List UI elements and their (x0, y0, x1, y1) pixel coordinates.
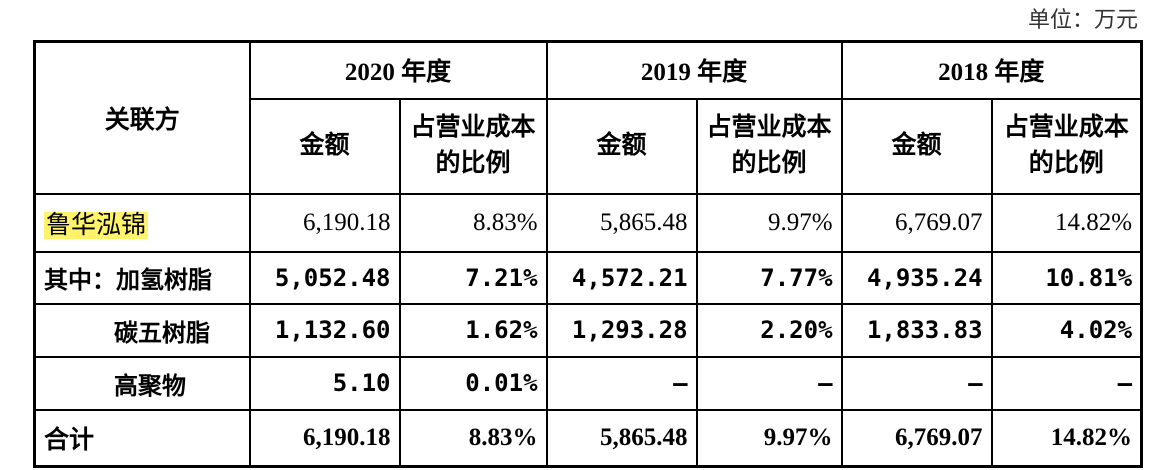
row-label-text: 其中：加氢树脂 (44, 266, 212, 294)
row-label: 碳五树脂 (33, 302, 251, 358)
subheader-row: 金额 占营业成本的比例 金额 占营业成本的比例 金额 占营业成本的比例 (35, 97, 1143, 195)
cell: 5,865.48 (545, 192, 698, 253)
cell: 6,190.18 (248, 408, 401, 468)
cell: 1,293.28 (545, 302, 698, 358)
data-row: 合计 6,190.18 8.83% 5,865.48 9.97% 6,769.07 14.8… (33, 408, 1143, 468)
cell: 5.10 (248, 355, 401, 411)
cell: 5,052.48 (248, 250, 401, 305)
row-label: 其中：加氢树脂 (33, 250, 251, 305)
cell: 8.83% (398, 408, 548, 468)
cell: 14.82% (990, 408, 1143, 468)
year-header: 2020 年度 (248, 40, 548, 100)
cell: 1,833.83 (840, 302, 993, 358)
cell: 6,769.07 (840, 408, 993, 468)
row-label: 合计 (33, 408, 251, 468)
row-label: 高聚物 (33, 355, 251, 411)
cell: 0.01% (398, 355, 548, 411)
cell: 1,132.60 (248, 302, 401, 358)
cell: 9.97% (695, 408, 843, 468)
cell: 4.02% (990, 302, 1143, 358)
cell: – (840, 355, 993, 411)
cell: 7.77% (695, 250, 843, 305)
cell: 8.83% (398, 192, 548, 253)
cell: 4,572.21 (545, 250, 698, 305)
cell: 5,865.48 (545, 408, 698, 468)
cell: 7.21% (398, 250, 548, 305)
cell: 9.97% (695, 192, 843, 253)
cell: – (545, 355, 698, 411)
row-label: 鲁华泓锦 (33, 192, 251, 253)
cell: 10.81% (990, 250, 1143, 305)
cell: 6,769.07 (840, 192, 993, 253)
data-row: 其中：加氢树脂 5,052.48 7.21% 4,572.21 7.77% 4,935.2… (33, 250, 1143, 305)
subheader: 金额 (840, 97, 993, 195)
cell: – (990, 355, 1143, 411)
year-header: 2018 年度 (840, 40, 1143, 100)
subheader: 金额 (545, 97, 698, 195)
header-row: 关联方 2020 年度 2019 年度 2018 年度 (33, 40, 1143, 195)
subheader: 金额 (248, 97, 401, 195)
data-row: 鲁华泓锦 6,190.18 8.83% 5,865.48 9.97% 6,769.07 14… (33, 192, 1143, 253)
corner-header: 关联方 (33, 40, 251, 195)
row-label-text: 合计 (44, 426, 95, 454)
data-row: 高聚物 5.10 0.01% – – – – (33, 355, 1143, 411)
cell: 14.82% (990, 192, 1143, 253)
row-label-text: 碳五树脂 (114, 318, 210, 347)
year-header: 2019 年度 (545, 40, 843, 100)
cell: – (695, 355, 843, 411)
related-party-table: 关联方 2020 年度 2019 年度 2018 年度 金额 占营业成本的比例 金额… (33, 40, 1144, 468)
cell: 4,935.24 (840, 250, 993, 305)
subheader: 占营业成本的比例 (990, 97, 1143, 195)
cell: 6,190.18 (248, 192, 401, 253)
cell: 2.20% (695, 302, 843, 358)
row-label-text: 鲁华泓锦 (44, 211, 149, 239)
subheader: 占营业成本的比例 (695, 97, 843, 195)
data-row: 碳五树脂 1,132.60 1.62% 1,293.28 2.20% 1,833.83 4.… (33, 302, 1143, 358)
table-body: 关联方 2020 年度 2019 年度 2018 年度 金额 占营业成本的比例 金额… (33, 40, 1143, 468)
subheader: 占营业成本的比例 (398, 97, 548, 195)
unit-label: 单位：万元 (1027, 7, 1138, 32)
cell: 1.62% (398, 302, 548, 358)
row-label-text: 高聚物 (114, 371, 186, 400)
